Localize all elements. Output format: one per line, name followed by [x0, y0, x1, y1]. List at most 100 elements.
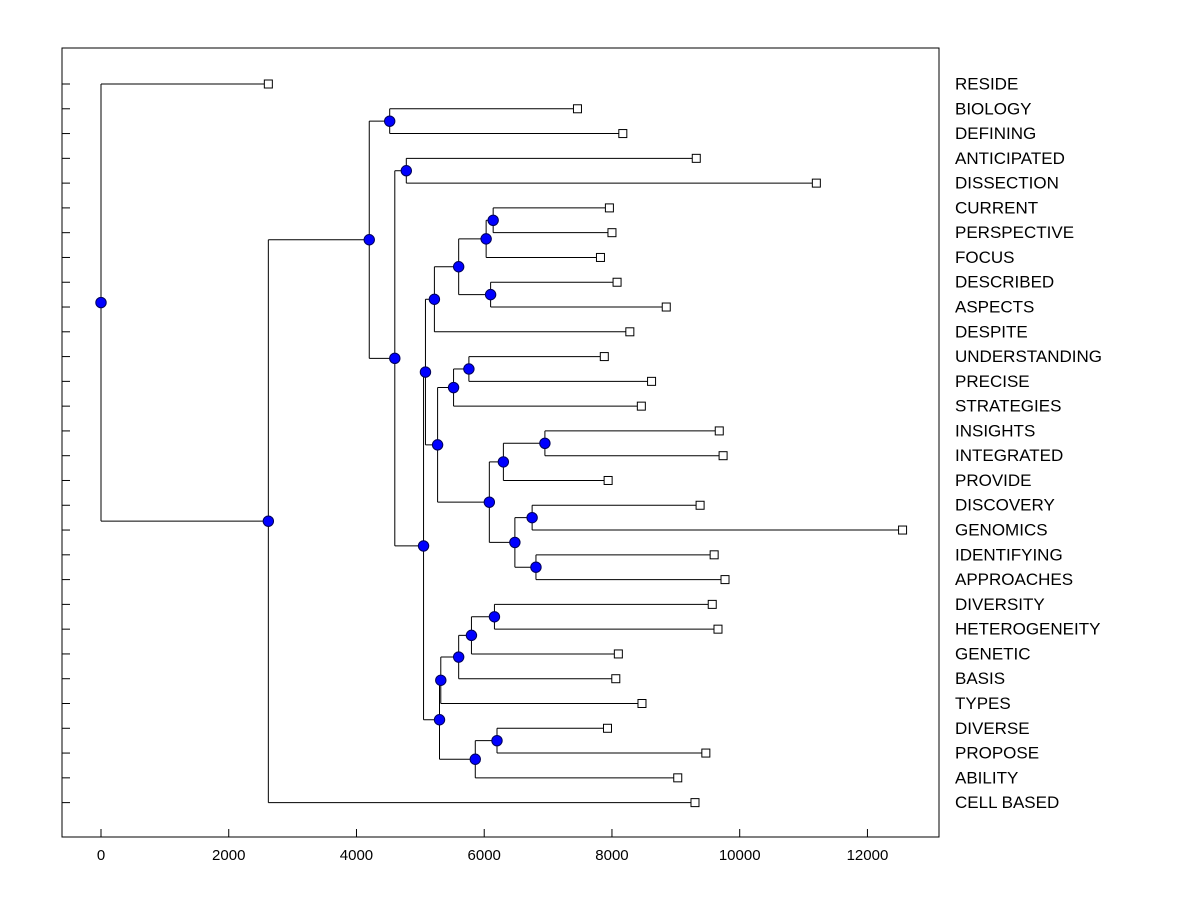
- merge-node: [539, 437, 551, 450]
- leaf-label: PROPOSE: [955, 744, 1039, 763]
- leaf-label: HETEROGENEITY: [955, 620, 1100, 639]
- leaf-marker: [661, 302, 671, 312]
- merge-node: [487, 214, 499, 226]
- leaf-label: PROVIDE: [955, 471, 1032, 490]
- leaf-marker: [673, 773, 683, 783]
- leaf-marker: [647, 376, 657, 386]
- leaf-label: RESIDE: [955, 74, 1018, 93]
- merge-node: [491, 734, 503, 747]
- x-tick-label: 4000: [340, 847, 373, 864]
- leaf-marker: [611, 674, 621, 684]
- merge-node: [530, 561, 542, 573]
- leaf-marker: [599, 352, 609, 362]
- merge-node: [417, 540, 430, 552]
- leaf-marker: [595, 252, 605, 262]
- leaf-label: INSIGHTS: [955, 421, 1035, 440]
- merge-node: [488, 611, 501, 623]
- leaf-marker: [613, 649, 623, 659]
- leaf-marker: [572, 104, 582, 114]
- x-tick-label: 0: [97, 847, 105, 864]
- merge-node: [447, 381, 460, 394]
- leaf-label: GENOMICS: [955, 521, 1048, 540]
- merge-node: [465, 629, 478, 642]
- leaf-marker: [691, 153, 701, 163]
- plot-frame: [61, 47, 940, 838]
- leaf-marker: [602, 723, 612, 733]
- leaf-marker: [713, 624, 723, 634]
- leaf-marker: [618, 129, 628, 139]
- merge-node: [431, 439, 444, 451]
- merge-node: [363, 234, 375, 246]
- leaf-marker: [263, 79, 273, 89]
- merge-node: [526, 511, 538, 524]
- leaf-label: ANTICIPATED: [955, 149, 1065, 168]
- leaf-label: DIVERSITY: [955, 595, 1045, 614]
- merge-node: [480, 233, 492, 245]
- x-tick-label: 12000: [847, 847, 889, 864]
- leaf-marker: [625, 327, 635, 337]
- leaf-marker: [707, 599, 717, 609]
- leaf-marker: [701, 748, 711, 758]
- leaf-label: STRATEGIES: [955, 397, 1061, 416]
- merge-node: [469, 753, 481, 765]
- leaf-label: DIVERSE: [955, 719, 1030, 738]
- leaf-marker: [695, 500, 705, 510]
- leaf-marker: [612, 277, 622, 287]
- leaf-label: DEFINING: [955, 124, 1036, 143]
- leaf-label: DESPITE: [955, 322, 1028, 341]
- leaf-marker: [607, 228, 617, 238]
- merge-nodes: [95, 115, 551, 765]
- x-tick-label: 6000: [468, 847, 501, 864]
- leaf-label: ABILITY: [955, 768, 1018, 787]
- merge-node: [428, 293, 441, 305]
- merge-node: [419, 366, 432, 378]
- leaf-labels: RESIDE BIOLOGY DEFINING ANTICIPATED DISSECTI…: [955, 74, 1102, 812]
- leaf-marker: [714, 426, 724, 436]
- leaf-marker: [898, 525, 908, 535]
- x-tick-label: 2000: [212, 847, 245, 864]
- merge-node: [262, 515, 275, 527]
- merge-node: [435, 674, 447, 686]
- merge-node: [400, 165, 412, 177]
- merge-node: [483, 496, 496, 508]
- x-axis-tick-labels: 0 2000 4000 6000 8000 10000 12000: [97, 847, 888, 864]
- merge-node: [433, 714, 446, 726]
- leaf-marker: [709, 550, 719, 560]
- leaf-label: FOCUS: [955, 248, 1015, 267]
- merge-node: [509, 536, 521, 549]
- leaf-label: DESCRIBED: [955, 273, 1054, 292]
- leaf-marker: [718, 451, 728, 461]
- branch-lines: [100, 83, 903, 804]
- leaf-label: TYPES: [955, 694, 1011, 713]
- leaf-label: INTEGRATED: [955, 446, 1063, 465]
- x-tick-label: 8000: [595, 847, 628, 864]
- leaf-label: DISSECTION: [955, 174, 1059, 193]
- merge-node: [452, 651, 465, 663]
- leaf-marker: [811, 178, 821, 188]
- merge-node: [497, 456, 510, 468]
- leaf-label: ASPECTS: [955, 298, 1034, 317]
- leaf-label: CELL BASED: [955, 793, 1059, 812]
- leaf-label: DISCOVERY: [955, 496, 1055, 515]
- x-tick-label: 10000: [719, 847, 761, 864]
- leaf-marker: [690, 798, 700, 808]
- leaf-label: GENETIC: [955, 644, 1031, 663]
- leaf-marker: [604, 203, 614, 213]
- leaf-marker: [603, 475, 613, 485]
- leaf-label: IDENTIFYING: [955, 545, 1063, 564]
- merge-node: [452, 261, 465, 273]
- leaf-label: BIOLOGY: [955, 99, 1032, 118]
- leaf-marker: [637, 699, 647, 708]
- leaf-label: PERSPECTIVE: [955, 223, 1074, 242]
- leaf-label: BASIS: [955, 669, 1005, 688]
- leaf-label: PRECISE: [955, 372, 1030, 391]
- leaf-marker: [636, 401, 646, 411]
- leaf-label: UNDERSTANDING: [955, 347, 1102, 366]
- leaf-markers: [263, 79, 908, 808]
- leaf-label: CURRENT: [955, 198, 1038, 217]
- leaf-label: APPROACHES: [955, 570, 1073, 589]
- merge-node: [389, 352, 401, 365]
- leaf-marker: [720, 575, 730, 585]
- axis-ticks: [62, 83, 868, 837]
